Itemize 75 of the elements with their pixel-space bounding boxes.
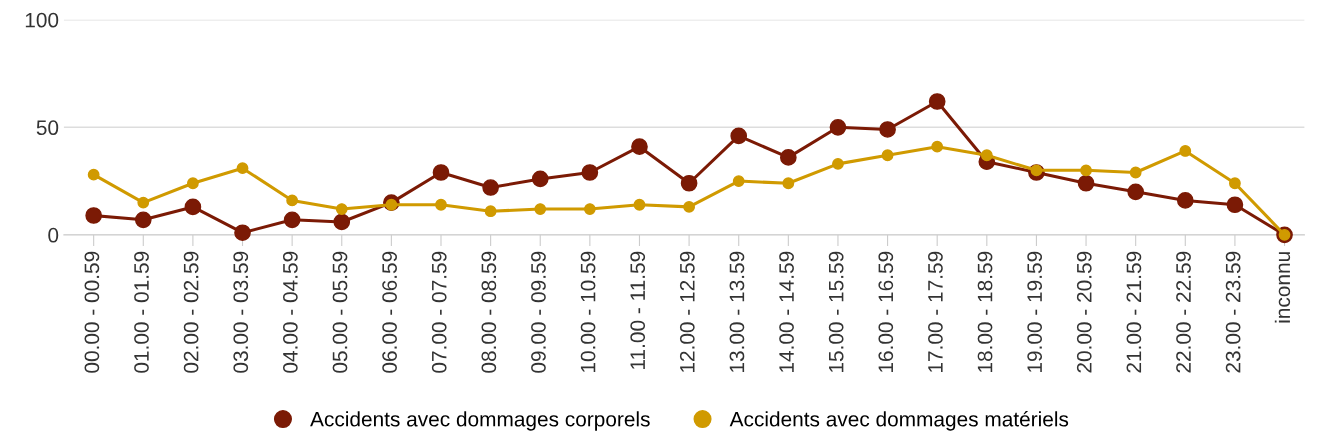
point <box>881 149 894 162</box>
point <box>531 170 549 188</box>
point <box>928 93 946 110</box>
x-tick-label: 22.00 - 22.59 <box>1176 251 1191 373</box>
point <box>186 177 199 190</box>
x-tick-label: 09.00 - 09.59 <box>531 251 546 373</box>
point <box>534 203 547 215</box>
point <box>234 224 251 242</box>
x-tick-label: 03.00 - 03.59 <box>233 251 249 373</box>
x-tick-label: 18.00 - 18.59 <box>977 251 993 373</box>
legend-label: Accidents avec dommages matériels <box>729 411 1069 431</box>
point <box>1127 183 1145 201</box>
point <box>980 149 993 162</box>
point <box>184 198 202 216</box>
point <box>1129 166 1142 179</box>
point <box>931 140 944 153</box>
x-tick-label: 11.00 - 11.59 <box>630 251 646 369</box>
point <box>435 198 447 211</box>
point <box>236 162 249 175</box>
x-tick-label: 05.00 - 05.59 <box>332 251 348 373</box>
x-tick-label: 13.00 - 13.59 <box>729 251 745 373</box>
x-tick-label: 02.00 - 02.59 <box>183 251 199 373</box>
x-tick-label: 20.00 - 20.59 <box>1076 251 1092 373</box>
legend-label: Accidents avec dommages corporels <box>310 411 650 431</box>
point <box>1176 192 1194 209</box>
point <box>1179 145 1192 157</box>
point <box>335 203 348 215</box>
y-tick-label: 0 <box>48 227 59 243</box>
x-tick-label: 17.00 - 17.59 <box>928 251 943 373</box>
point <box>583 203 596 215</box>
x-tick-label: 21.00 - 21.59 <box>1126 251 1142 373</box>
point <box>1077 174 1095 192</box>
point <box>680 174 698 192</box>
point <box>1229 177 1241 190</box>
point <box>85 207 102 224</box>
point <box>137 196 150 209</box>
point <box>432 164 450 181</box>
x-tick-label: 23.00 - 23.59 <box>1225 251 1241 373</box>
y-tick-label: 50 <box>36 120 59 136</box>
point <box>732 175 745 187</box>
x-tick-label: inconnu <box>1274 252 1291 323</box>
y-tick-label: 100 <box>25 12 59 28</box>
x-tick-label: 07.00 - 07.59 <box>431 251 447 373</box>
point <box>87 168 100 181</box>
point <box>482 179 499 196</box>
point <box>283 211 301 229</box>
point <box>286 194 299 207</box>
point <box>385 198 398 211</box>
x-tick-label: 12.00 - 12.59 <box>679 251 695 373</box>
x-tick-label: 19.00 - 19.59 <box>1027 251 1043 373</box>
point <box>832 157 844 170</box>
point <box>1226 196 1244 214</box>
x-tick-label: 00.00 - 00.59 <box>84 251 100 373</box>
point <box>633 198 646 211</box>
x-tick-label: 15.00 - 15.59 <box>828 251 844 373</box>
point <box>730 127 748 145</box>
point <box>484 205 497 218</box>
x-tick-label: 16.00 - 16.59 <box>878 251 894 373</box>
point <box>1030 164 1043 177</box>
x-tick-label: 04.00 - 04.59 <box>282 251 298 373</box>
point <box>631 138 648 156</box>
point <box>134 211 152 229</box>
x-tick-label: 14.00 - 14.59 <box>779 251 794 373</box>
point <box>879 121 896 138</box>
point <box>1080 164 1092 177</box>
point <box>780 149 797 166</box>
point <box>782 177 795 190</box>
point <box>829 118 847 136</box>
point <box>333 213 351 231</box>
point <box>581 164 599 181</box>
x-tick-label: 08.00 - 08.59 <box>481 251 497 373</box>
x-tick-label: 06.00 - 06.59 <box>382 251 397 373</box>
x-tick-label: 10.00 - 10.59 <box>580 251 596 373</box>
point <box>683 200 695 213</box>
x-tick-label: 01.00 - 01.59 <box>134 251 149 373</box>
